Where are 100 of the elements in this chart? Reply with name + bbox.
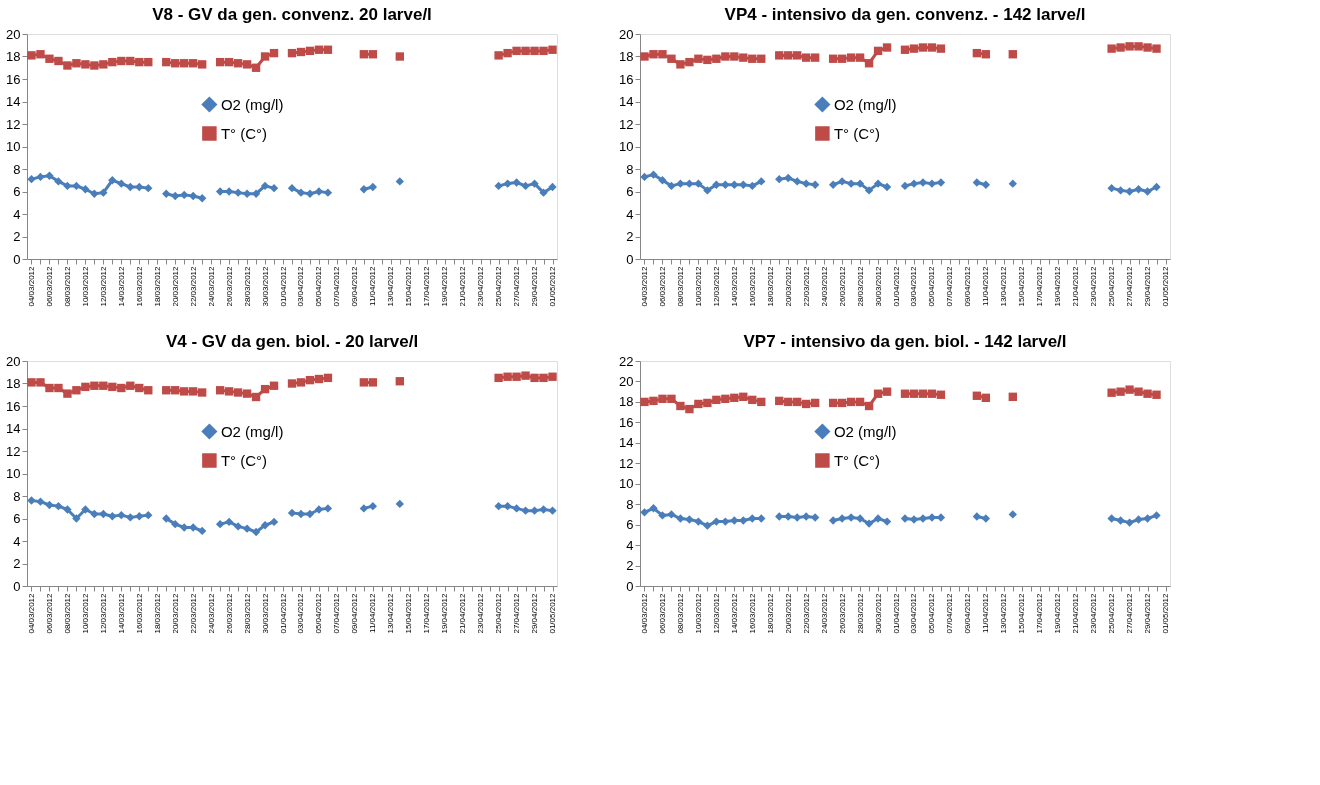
point (730, 52, 739, 61)
point (144, 57, 153, 67)
point (395, 377, 404, 386)
point (712, 395, 721, 405)
point (189, 523, 198, 532)
x-tick-label: 21/04/2012 (1071, 592, 1081, 634)
y-tick-label: 12 (619, 116, 634, 132)
point (909, 389, 919, 398)
point (260, 52, 270, 61)
point (640, 52, 649, 61)
point (260, 384, 270, 394)
point (667, 54, 676, 63)
point (667, 510, 676, 519)
x-tick-label: 10/03/2012 (80, 592, 90, 634)
point (233, 188, 243, 197)
point (126, 513, 135, 522)
point (395, 52, 404, 61)
x-tick-label: 01/04/2012 (278, 592, 288, 634)
point (521, 181, 530, 191)
x-tick-label: 06/03/2012 (44, 265, 54, 307)
point (739, 53, 748, 62)
y-tick-label: 2 (626, 229, 634, 244)
y-tick-label: 18 (6, 376, 21, 391)
point (314, 45, 324, 54)
point (810, 53, 820, 62)
y-tick-label: 18 (619, 49, 634, 64)
point (512, 46, 521, 56)
x-tick-label: 27/04/2012 (512, 592, 522, 634)
x-tick-label: 25/04/2012 (494, 265, 504, 307)
point (676, 514, 685, 523)
point (837, 177, 847, 186)
point (63, 389, 72, 398)
x-tick-label: 20/03/2012 (170, 265, 180, 307)
point (640, 172, 649, 182)
point (855, 397, 865, 407)
y-tick-label: 16 (619, 414, 634, 430)
point (1134, 42, 1143, 51)
x-tick-label: 22/03/2012 (188, 592, 198, 634)
x-tick-label: 12/03/2012 (98, 265, 108, 307)
point (685, 57, 694, 67)
point (287, 183, 297, 193)
point (135, 182, 144, 192)
point (530, 373, 539, 383)
point (900, 389, 910, 398)
point (314, 187, 324, 196)
point (72, 59, 81, 68)
point (1143, 43, 1152, 52)
point (918, 178, 928, 187)
point (197, 60, 207, 69)
point (126, 56, 135, 66)
chart-title: VP4 - intensivo da gen. convenz. - 142 larve/l (724, 5, 1086, 24)
point (27, 51, 36, 60)
point (972, 48, 982, 58)
point (162, 386, 171, 395)
y-tick-label: 0 (13, 578, 21, 594)
point (649, 504, 658, 513)
point (503, 372, 512, 381)
point (503, 48, 512, 58)
x-tick-label: 28/03/2012 (855, 265, 865, 307)
point (793, 397, 802, 407)
point (846, 179, 856, 188)
x-tick-label: 17/04/2012 (422, 265, 432, 307)
point (296, 188, 306, 197)
point (189, 387, 198, 396)
x-tick-label: 18/03/2012 (765, 265, 775, 307)
y-tick-label: 20 (6, 26, 21, 42)
point (224, 57, 234, 67)
x-tick-label: 26/03/2012 (224, 265, 234, 307)
chart-title: V4 - GV da gen. biol. - 20 larve/l (165, 332, 419, 351)
point (676, 60, 685, 69)
point (802, 179, 811, 188)
point (368, 501, 378, 511)
point (972, 178, 982, 187)
y-tick-label: 2 (13, 229, 21, 244)
y-tick-label: 12 (6, 443, 21, 459)
point (981, 50, 991, 59)
point (828, 180, 838, 189)
point (233, 522, 243, 531)
point (108, 382, 117, 392)
point (828, 398, 838, 408)
point (359, 504, 369, 513)
point (224, 517, 234, 527)
y-tick-label: 10 (619, 476, 634, 492)
x-tick-label: 13/04/2012 (386, 265, 396, 307)
point (739, 392, 748, 401)
point (242, 524, 252, 533)
point (864, 59, 874, 68)
x-tick-label: 24/03/2012 (819, 265, 829, 307)
y-tick-label: 10 (6, 139, 21, 154)
y-tick-label: 20 (6, 353, 21, 369)
y-tick-label: 4 (626, 206, 634, 222)
point (36, 50, 45, 59)
point (864, 401, 874, 411)
point (703, 55, 712, 65)
point (1125, 42, 1134, 51)
point (1116, 516, 1125, 525)
point (1008, 179, 1017, 188)
point (395, 177, 404, 186)
point (703, 398, 712, 408)
point (99, 188, 108, 197)
